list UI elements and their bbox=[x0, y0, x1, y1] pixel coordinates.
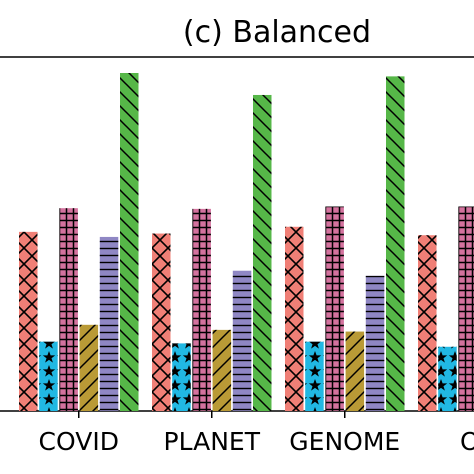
bar-genome-series-6 bbox=[386, 76, 405, 411]
bar-planet-series-1 bbox=[152, 233, 171, 411]
bar-covid-series-4 bbox=[79, 324, 99, 411]
x-tick-label-planet: PLANET bbox=[164, 427, 261, 456]
bar-genome-series-4 bbox=[345, 331, 365, 411]
bar-planet-series-3 bbox=[192, 208, 211, 411]
bar-covid-series-5 bbox=[99, 236, 119, 411]
bars-layer bbox=[19, 73, 474, 411]
x-ticks-layer: COVID PLANET GENOME OS bbox=[39, 411, 474, 456]
bar-planet-series-5 bbox=[232, 270, 252, 411]
x-tick-label-genome: GENOME bbox=[289, 427, 400, 456]
bar-genome-series-5 bbox=[365, 275, 385, 411]
x-tick-label-covid: COVID bbox=[39, 427, 119, 456]
bar-genome-series-1 bbox=[285, 226, 304, 411]
bar-os-series-2 bbox=[438, 346, 457, 411]
bar-covid-series-2 bbox=[39, 341, 58, 411]
bar-covid-series-6 bbox=[120, 73, 139, 411]
bar-covid-series-1 bbox=[19, 231, 38, 411]
bar-planet-series-6 bbox=[253, 94, 272, 411]
chart-title: (c) Balanced bbox=[183, 15, 371, 50]
bar-planet-series-2 bbox=[172, 343, 191, 411]
bar-planet-series-4 bbox=[212, 329, 232, 411]
bar-genome-series-2 bbox=[305, 341, 324, 411]
bar-os-series-3 bbox=[458, 206, 474, 411]
bar-covid-series-3 bbox=[59, 208, 78, 411]
x-tick-label-os: OS bbox=[460, 427, 474, 456]
bar-genome-series-3 bbox=[325, 206, 344, 411]
bar-os-series-1 bbox=[418, 235, 437, 411]
